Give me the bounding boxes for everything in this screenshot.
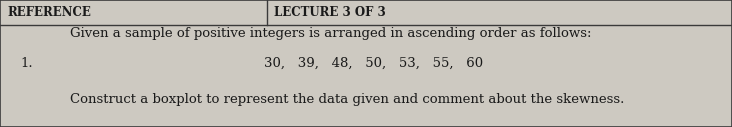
- Text: Construct a boxplot to represent the data given and comment about the skewness.: Construct a boxplot to represent the dat…: [70, 93, 624, 106]
- Text: REFERENCE: REFERENCE: [7, 6, 92, 19]
- Text: LECTURE 3 OF 3: LECTURE 3 OF 3: [274, 6, 386, 19]
- Text: Given a sample of positive integers is arranged in ascending order as follows:: Given a sample of positive integers is a…: [70, 27, 591, 39]
- Text: 30,   39,   48,   50,   53,   55,   60: 30, 39, 48, 50, 53, 55, 60: [264, 57, 482, 70]
- Text: 1.: 1.: [20, 57, 33, 70]
